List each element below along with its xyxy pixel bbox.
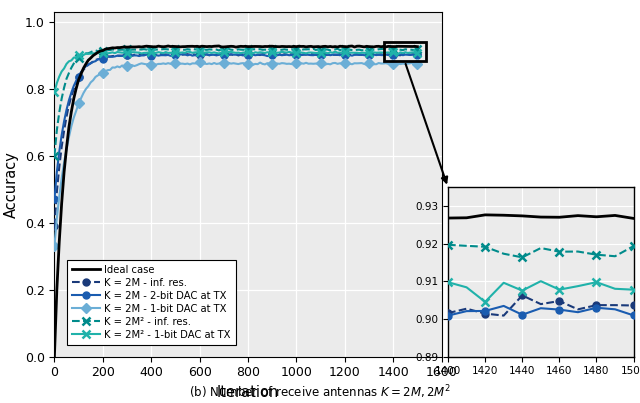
K = 2M - 1-bit DAC at TX — [307, 61, 315, 66]
Text: (b) Number of receive antennas $K = 2M, 2M^2$: (b) Number of receive antennas $K = 2M, … — [189, 383, 451, 401]
K = 2M² - 1-bit DAC at TX — [51, 90, 58, 95]
K = 2M² - inf. res. — [179, 48, 186, 52]
K = 2M - 2-bit DAC at TX — [290, 52, 298, 56]
K = 2M - 1-bit DAC at TX — [283, 61, 291, 66]
K = 2M - 2-bit DAC at TX — [179, 52, 186, 57]
Line: K = 2M² - 1-bit DAC at TX: K = 2M² - 1-bit DAC at TX — [50, 48, 422, 97]
K = 2M - inf. res. — [280, 52, 288, 57]
K = 2M - inf. res. — [271, 52, 278, 57]
K = 2M - 1-bit DAC at TX — [230, 61, 237, 66]
K = 2M² - 1-bit DAC at TX — [227, 50, 235, 54]
Ideal case — [273, 44, 281, 49]
Ideal case — [51, 354, 58, 359]
Legend: Ideal case, K = 2M - inf. res., K = 2M - 2-bit DAC at TX, K = 2M - 1-bit DAC at : Ideal case, K = 2M - inf. res., K = 2M -… — [67, 260, 236, 345]
K = 2M² - inf. res. — [305, 47, 312, 52]
K = 2M - 2-bit DAC at TX — [409, 52, 417, 57]
Ideal case — [230, 44, 237, 49]
Ideal case — [307, 44, 315, 49]
K = 2M² - inf. res. — [271, 47, 278, 52]
Ideal case — [283, 44, 291, 49]
Ideal case — [179, 44, 186, 49]
K = 2M - 1-bit DAC at TX — [179, 61, 186, 66]
K = 2M - inf. res. — [399, 51, 407, 56]
K = 2M - 1-bit DAC at TX — [51, 244, 58, 249]
K = 2M - 2-bit DAC at TX — [227, 52, 235, 56]
Y-axis label: Accuracy: Accuracy — [4, 151, 19, 218]
K = 2M² - 1-bit DAC at TX — [280, 50, 288, 55]
K = 2M - 1-bit DAC at TX — [413, 61, 421, 66]
K = 2M² - inf. res. — [413, 47, 421, 52]
X-axis label: Iteration: Iteration — [217, 385, 279, 400]
Line: K = 2M² - inf. res.: K = 2M² - inf. res. — [50, 45, 422, 160]
K = 2M - inf. res. — [409, 52, 417, 57]
K = 2M² - inf. res. — [51, 154, 58, 158]
K = 2M - 2-bit DAC at TX — [271, 53, 278, 58]
K = 2M² - 1-bit DAC at TX — [409, 50, 417, 55]
K = 2M² - 1-bit DAC at TX — [332, 49, 339, 54]
K = 2M² - 1-bit DAC at TX — [179, 50, 186, 55]
K = 2M - 1-bit DAC at TX — [273, 61, 281, 66]
K = 2M - 2-bit DAC at TX — [51, 197, 58, 202]
K = 2M² - 1-bit DAC at TX — [413, 50, 421, 55]
Line: K = 2M - inf. res.: K = 2M - inf. res. — [51, 50, 421, 230]
K = 2M - 1-bit DAC at TX — [409, 60, 417, 65]
K = 2M² - inf. res. — [280, 47, 288, 52]
Ideal case — [413, 44, 421, 49]
K = 2M - 1-bit DAC at TX — [196, 60, 204, 65]
K = 2M - inf. res. — [227, 52, 235, 57]
Ideal case — [215, 44, 223, 48]
K = 2M - 2-bit DAC at TX — [280, 52, 288, 57]
Line: K = 2M - 1-bit DAC at TX: K = 2M - 1-bit DAC at TX — [51, 59, 421, 250]
K = 2M² - inf. res. — [310, 46, 317, 51]
K = 2M - inf. res. — [179, 52, 186, 57]
K = 2M - inf. res. — [413, 52, 421, 57]
Line: Ideal case: Ideal case — [54, 46, 417, 357]
K = 2M² - 1-bit DAC at TX — [271, 50, 278, 55]
Line: K = 2M - 2-bit DAC at TX: K = 2M - 2-bit DAC at TX — [51, 50, 421, 203]
K = 2M - inf. res. — [305, 51, 312, 56]
Bar — [383, 42, 426, 61]
K = 2M - 2-bit DAC at TX — [307, 53, 315, 58]
K = 2M² - inf. res. — [409, 48, 417, 52]
K = 2M² - 1-bit DAC at TX — [305, 50, 312, 55]
K = 2M - inf. res. — [51, 224, 58, 229]
Ideal case — [409, 44, 417, 49]
K = 2M - 2-bit DAC at TX — [413, 53, 421, 58]
K = 2M² - inf. res. — [227, 47, 235, 52]
